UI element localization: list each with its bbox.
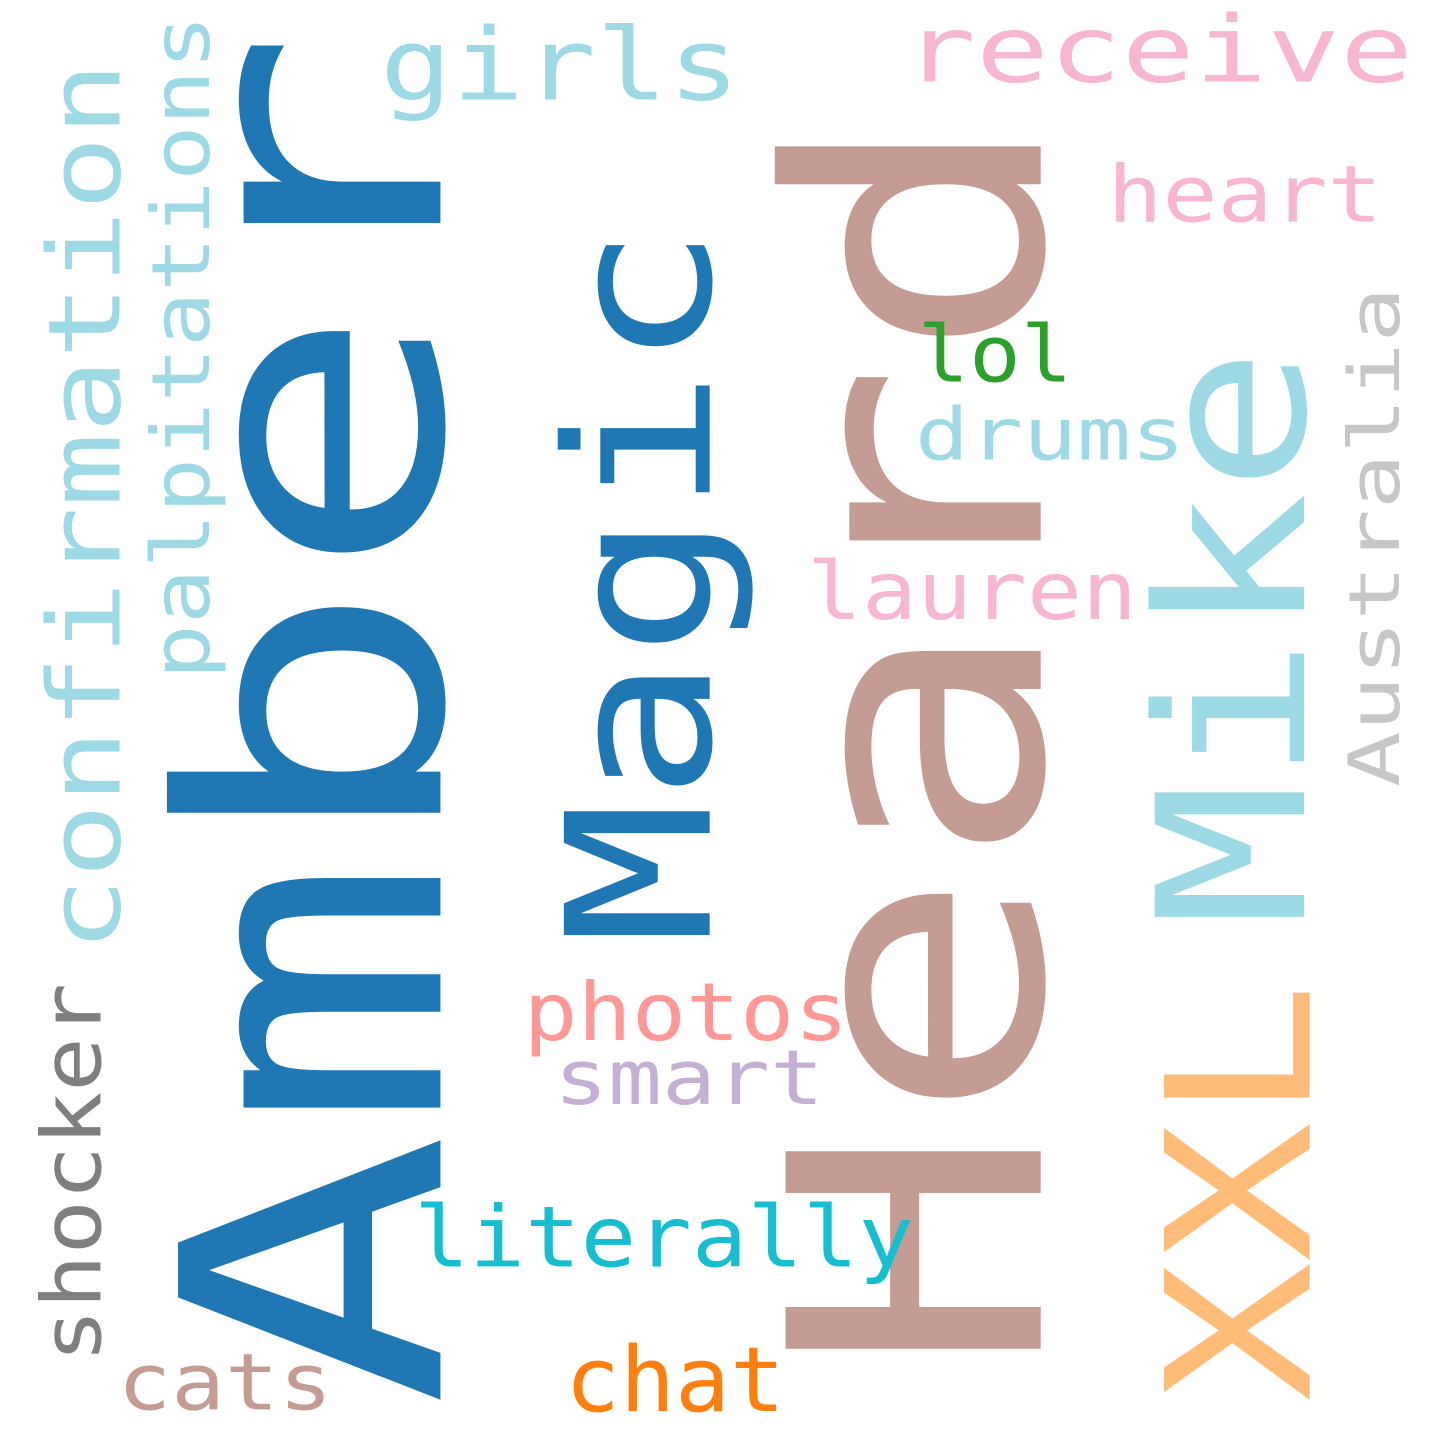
word-shocker: shocker bbox=[25, 983, 120, 1363]
word-lol: lol bbox=[918, 310, 1073, 400]
word-heart: heart bbox=[1108, 150, 1383, 240]
word-lauren: lauren bbox=[807, 545, 1137, 638]
word-confirmation: confirmation bbox=[26, 62, 143, 952]
word-mike: Mike bbox=[1115, 347, 1353, 927]
word-chat: chat bbox=[565, 1328, 785, 1433]
word-photos: photos bbox=[524, 966, 849, 1059]
word-literally: literally bbox=[414, 1188, 914, 1287]
word-amber: Amber bbox=[106, 28, 525, 1408]
word-girls: girls bbox=[380, 6, 740, 123]
word-xxl: XXL bbox=[1125, 982, 1358, 1402]
word-australia: Australia bbox=[1334, 287, 1416, 787]
word-receive: receive bbox=[903, 0, 1413, 103]
word-smart: smart bbox=[554, 1033, 824, 1122]
word-heard: Heard bbox=[716, 107, 1124, 1377]
word-drums: drums bbox=[915, 393, 1185, 477]
word-cats: cats bbox=[118, 1338, 333, 1428]
word-magic: Magic bbox=[525, 225, 758, 945]
word-palpitations: palpitations bbox=[135, 15, 228, 680]
